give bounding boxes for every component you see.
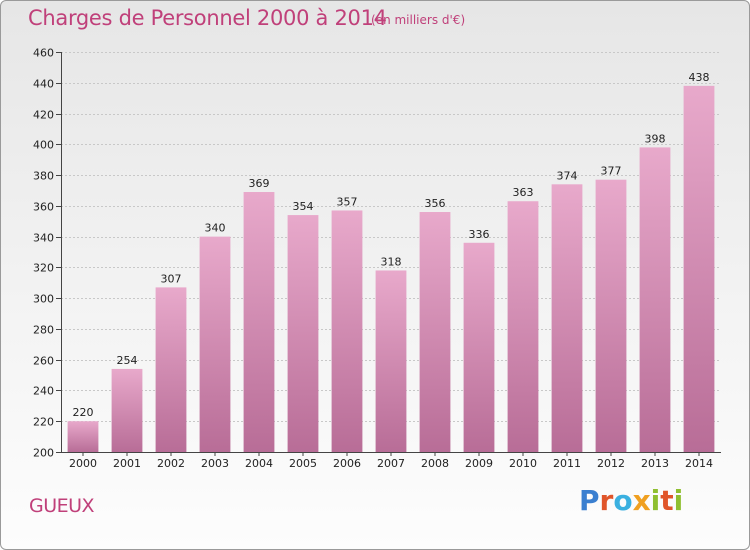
x-tick-label: 2008 [421, 457, 449, 470]
y-tick-label: 200 [33, 447, 54, 460]
x-tick-label: 2010 [509, 457, 537, 470]
value-label: 374 [557, 169, 578, 182]
bar [331, 210, 363, 452]
value-label: 398 [645, 132, 666, 145]
value-label: 438 [689, 71, 710, 84]
y-tick-label: 320 [33, 262, 54, 275]
value-label: 356 [425, 197, 446, 210]
value-labels: 220 254 307 340 369 354 357 318 356 336 363 374 377 3… [73, 71, 710, 419]
bar [375, 270, 407, 452]
chart-subtitle: (en milliers d'€) [371, 13, 466, 27]
y-tick-label: 420 [33, 109, 54, 122]
logo-letter: i [650, 484, 661, 517]
x-tick-label: 2007 [377, 457, 405, 470]
x-tick-label: 2013 [641, 457, 669, 470]
logo-letter: i [673, 484, 684, 517]
value-label: 220 [73, 406, 94, 419]
value-label: 369 [249, 177, 270, 190]
bar [287, 215, 319, 452]
x-tick-label: 2012 [597, 457, 625, 470]
value-label: 363 [513, 186, 534, 199]
y-tick-label: 340 [33, 232, 54, 245]
value-label: 354 [293, 200, 314, 213]
bar [463, 242, 495, 452]
y-tick-label: 240 [33, 385, 54, 398]
bar [67, 421, 99, 452]
value-label: 336 [469, 228, 490, 241]
bar [111, 368, 143, 452]
y-tick-label: 260 [33, 355, 54, 368]
x-tick-label: 2004 [245, 457, 273, 470]
value-label: 318 [381, 255, 402, 268]
logo-letter: P [579, 484, 600, 517]
bar [199, 236, 231, 452]
value-label: 340 [205, 222, 226, 235]
y-tick-label: 300 [33, 293, 54, 306]
y-tick-label: 380 [33, 170, 54, 183]
bar [551, 184, 583, 453]
logo-letter: t [660, 484, 674, 517]
x-tick-label: 2003 [201, 457, 229, 470]
y-tick-label: 460 [33, 47, 54, 60]
bar [595, 179, 627, 452]
x-tick-label: 2000 [69, 457, 97, 470]
y-tick-label: 280 [33, 324, 54, 337]
bar [155, 287, 187, 452]
y-tick-label: 440 [33, 78, 54, 91]
x-tick-label: 2001 [113, 457, 141, 470]
x-tick-label: 2006 [333, 457, 361, 470]
bar [639, 147, 671, 452]
x-tick-label: 2009 [465, 457, 493, 470]
proxiti-logo: Proxiti [579, 484, 683, 517]
x-tick-label: 2014 [685, 457, 713, 470]
chart-title: Charges de Personnel 2000 à 2014 [28, 6, 387, 30]
bars [67, 85, 715, 453]
value-label: 377 [601, 165, 622, 178]
value-label: 307 [161, 272, 182, 285]
bar [419, 212, 451, 452]
bar [243, 192, 275, 452]
bar [507, 201, 539, 452]
y-tick-label: 400 [33, 139, 54, 152]
y-tick-label: 220 [33, 416, 54, 429]
x-tick-label: 2011 [553, 457, 581, 470]
commune-name: GUEUX [29, 495, 95, 517]
x-tick-label: 2002 [157, 457, 185, 470]
value-label: 254 [117, 354, 138, 367]
axes: 200 220 240 260 280 300 320 340 360 380 400 420 440 4… [33, 47, 721, 470]
y-tick-label: 360 [33, 201, 54, 214]
logo-letter: r [599, 484, 614, 517]
value-label: 357 [337, 195, 358, 208]
bar [683, 85, 715, 452]
x-tick-label: 2005 [289, 457, 317, 470]
logo-letter: x [632, 484, 651, 517]
logo-letter: o [613, 484, 633, 517]
